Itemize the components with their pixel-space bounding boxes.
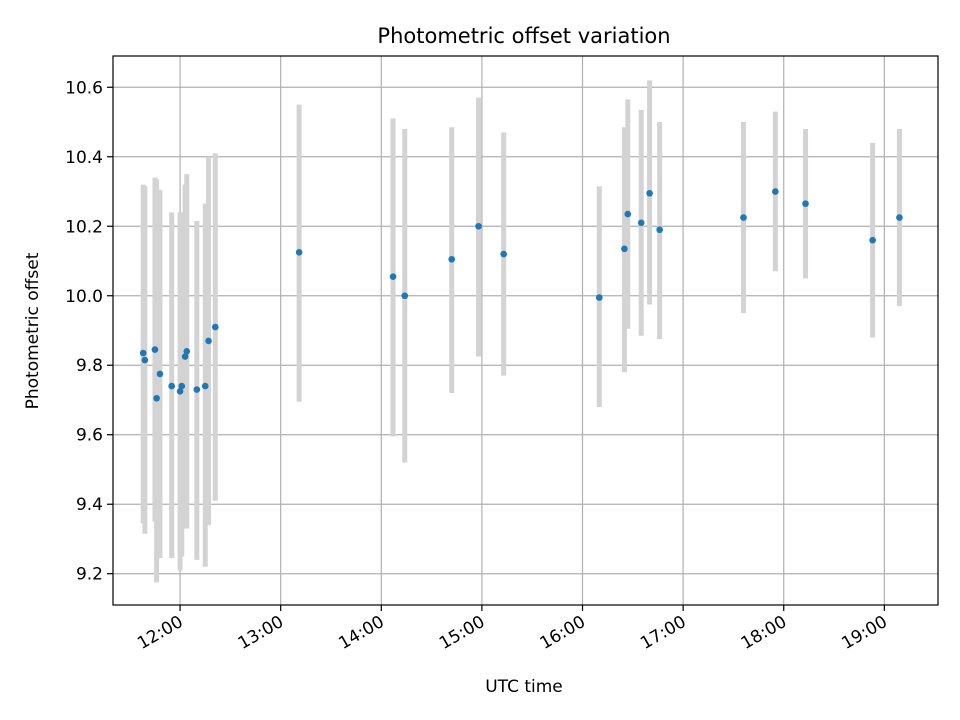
data-point — [646, 189, 653, 197]
x-axis: 12:00 13:00 14:00 15:00 16:00 17:00 18:00 19:00 — [134, 605, 891, 654]
y-tick-label: 9.6 — [76, 426, 103, 446]
y-tick-label: 10.0 — [65, 287, 103, 307]
data-point — [896, 214, 903, 221]
data-point — [168, 382, 175, 390]
grid — [113, 56, 938, 605]
y-axis: 9.2 9.4 9.6 9.8 10.0 10.2 10.4 10.6 — [65, 78, 113, 585]
data-point — [624, 210, 632, 218]
y-tick-label: 9.8 — [76, 356, 103, 376]
y-axis-label: Photometric offset — [23, 252, 43, 409]
data-point — [151, 346, 159, 353]
data-point — [141, 356, 149, 364]
data-point — [656, 226, 663, 234]
y-tick-label: 10.2 — [65, 217, 103, 237]
data-point — [205, 337, 212, 345]
x-tick-label: 17:00 — [637, 612, 689, 654]
x-tick-label: 15:00 — [436, 612, 488, 654]
x-tick-label: 16:00 — [537, 612, 589, 654]
x-tick-label: 18:00 — [738, 612, 790, 654]
x-tick-label: 13:00 — [235, 612, 287, 654]
data-point — [153, 394, 160, 402]
y-tick-label: 10.6 — [65, 78, 103, 98]
data-point — [178, 382, 186, 390]
error-bars — [140, 80, 902, 583]
y-tick-label: 10.4 — [65, 148, 103, 168]
data-point — [201, 382, 209, 390]
x-tick-label: 12:00 — [134, 612, 186, 654]
x-tick-label: 14:00 — [335, 612, 387, 654]
data-point — [176, 388, 184, 395]
data-point — [156, 370, 164, 378]
plot-frame — [112, 55, 939, 606]
data-point — [869, 236, 876, 244]
data-point — [475, 222, 482, 230]
data-point — [211, 323, 219, 331]
data-points — [139, 188, 903, 402]
data-point — [772, 188, 779, 195]
data-point — [621, 245, 628, 253]
data-point — [448, 255, 456, 263]
chart-title: Photometric offset variation — [377, 24, 670, 48]
data-point — [181, 353, 189, 360]
y-tick-label: 9.2 — [76, 565, 103, 585]
data-point — [389, 273, 397, 280]
data-point — [401, 292, 409, 300]
x-axis-label: UTC time — [485, 677, 563, 697]
x-tick-label: 19:00 — [838, 612, 890, 654]
data-point — [595, 294, 603, 301]
data-point — [139, 349, 147, 357]
y-tick-label: 9.4 — [76, 495, 103, 515]
data-point — [183, 348, 191, 355]
data-point — [295, 249, 303, 256]
data-point — [802, 200, 809, 207]
data-point — [500, 250, 508, 258]
data-point — [193, 386, 201, 393]
data-point — [740, 214, 747, 221]
data-point — [637, 219, 645, 227]
